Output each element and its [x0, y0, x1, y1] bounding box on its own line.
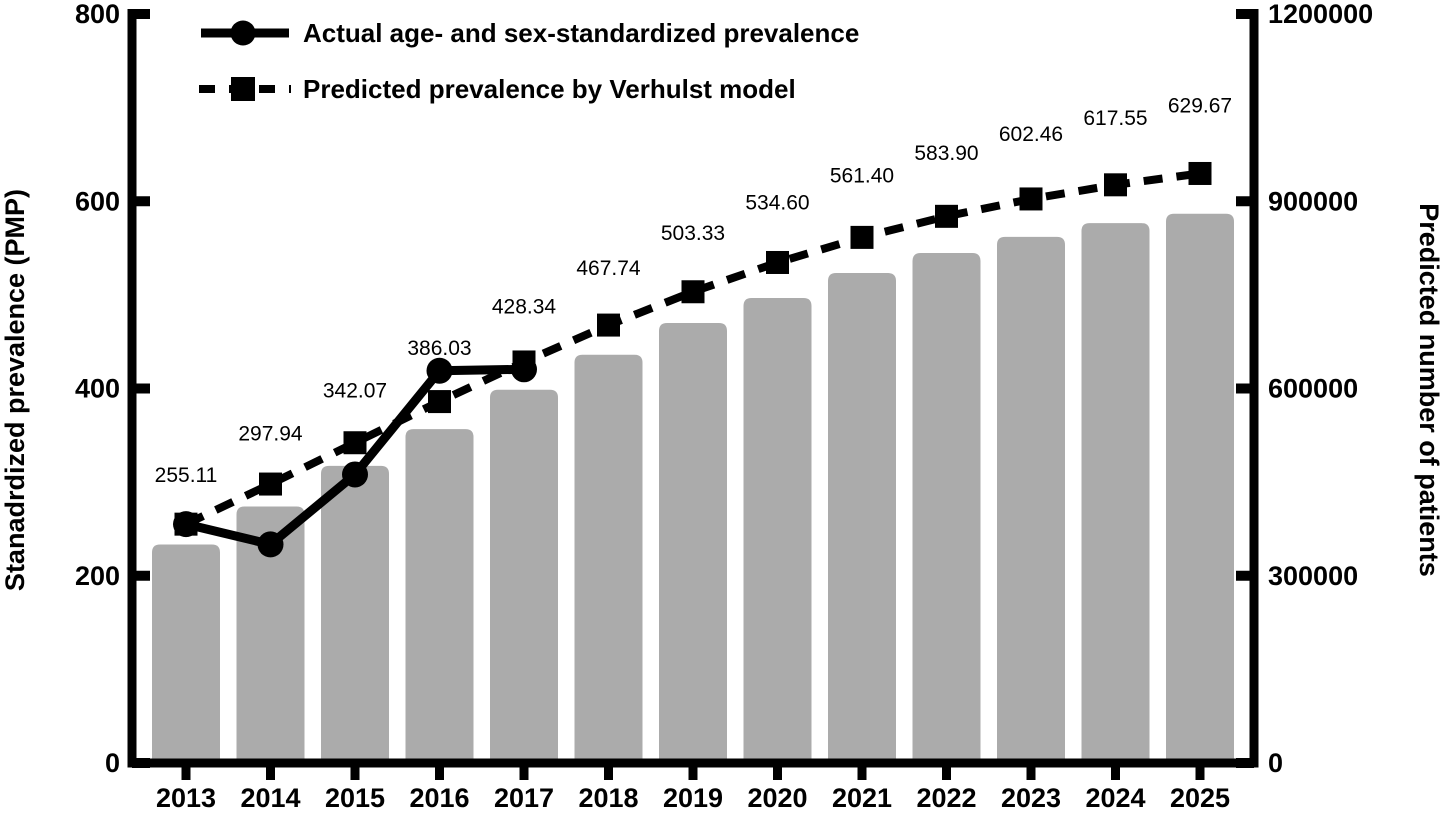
bar-2013 [152, 544, 220, 763]
predicted-marker-2025 [1188, 161, 1212, 185]
bar-2022 [912, 253, 981, 763]
right-axis-title: Predicted number of patients [1414, 203, 1440, 577]
x-tick-label-2025: 2025 [1170, 783, 1230, 813]
bar-2018 [574, 354, 643, 763]
predicted-label-2021: 561.40 [830, 165, 894, 188]
legend-actual-label: Actual age- and sex-standardized prevale… [303, 18, 859, 48]
predicted-marker-2018 [597, 313, 620, 337]
bar-2024 [1081, 223, 1150, 764]
predicted-label-2025: 629.67 [1168, 94, 1232, 117]
bar-2019 [659, 322, 727, 763]
x-tick-label-2015: 2015 [325, 783, 385, 813]
predicted-marker-2024 [1104, 173, 1127, 197]
actual-marker-2016 [426, 357, 453, 384]
bar-2023 [997, 236, 1065, 763]
x-tick-label-2017: 2017 [494, 783, 554, 813]
predicted-label-2013: 255.11 [155, 464, 218, 487]
left-tick-label-800: 800 [75, 0, 120, 29]
x-tick-label-2021: 2021 [832, 783, 892, 813]
x-tick-label-2016: 2016 [409, 783, 469, 813]
right-tick-label-0: 0 [1268, 748, 1283, 778]
x-tick-label-2018: 2018 [578, 783, 638, 813]
bar-2021 [828, 273, 896, 763]
bar-2016 [405, 429, 474, 763]
predicted-marker-2019 [681, 280, 705, 304]
bar-2015 [321, 465, 389, 763]
right-tick-label-300000: 300000 [1268, 561, 1358, 591]
x-tick-label-2020: 2020 [747, 783, 807, 813]
right-tick-label-1200000: 1200000 [1268, 0, 1373, 29]
right-tick-label-900000: 900000 [1268, 186, 1358, 216]
actual-marker-2013 [173, 511, 199, 538]
actual-marker-2014 [257, 531, 284, 558]
x-tick-label-2024: 2024 [1085, 783, 1145, 813]
bar-2020 [743, 297, 812, 763]
predicted-label-2022: 583.90 [914, 142, 978, 165]
predicted-label-2019: 503.33 [661, 222, 725, 245]
x-tick-label-2022: 2022 [916, 783, 976, 813]
left-tick-label-200: 200 [75, 561, 120, 591]
predicted-marker-2015 [343, 431, 367, 455]
legend-square-marker-icon [231, 77, 255, 101]
legend-predicted-label: Predicted prevalence by Verhulst model [303, 74, 796, 104]
bar-2017 [490, 389, 558, 763]
predicted-marker-2023 [1019, 187, 1043, 211]
predicted-marker-2020 [766, 250, 789, 274]
left-tick-label-600: 600 [75, 186, 120, 216]
x-tick-label-2019: 2019 [663, 783, 723, 813]
legend-circle-marker-icon [230, 20, 256, 46]
actual-marker-2017 [511, 356, 537, 383]
predicted-label-2023: 602.46 [999, 123, 1063, 146]
predicted-marker-2021 [850, 225, 874, 249]
predicted-label-2015: 342.07 [323, 380, 387, 403]
predicted-label-2016: 386.03 [407, 337, 471, 360]
actual-marker-2015 [342, 461, 368, 488]
bar-2014 [236, 506, 305, 763]
x-tick-label-2014: 2014 [240, 783, 300, 813]
left-axis-title: Stanadrdized prevalence (PMP) [0, 189, 30, 591]
x-tick-label-2013: 2013 [156, 783, 216, 813]
left-tick-label-400: 400 [75, 374, 120, 404]
right-tick-label-600000: 600000 [1268, 374, 1358, 404]
predicted-label-2017: 428.34 [492, 296, 557, 319]
predicted-label-2024: 617.55 [1083, 107, 1147, 130]
bar-2025 [1166, 213, 1234, 763]
left-tick-label-0: 0 [105, 748, 120, 778]
predicted-label-2018: 467.74 [576, 257, 641, 280]
predicted-label-2014: 297.94 [238, 422, 303, 445]
predicted-marker-2022 [935, 204, 958, 228]
predicted-marker-2016 [428, 390, 451, 414]
predicted-label-2020: 534.60 [745, 191, 809, 214]
x-tick-label-2023: 2023 [1001, 783, 1061, 813]
predicted-marker-2014 [259, 472, 282, 496]
